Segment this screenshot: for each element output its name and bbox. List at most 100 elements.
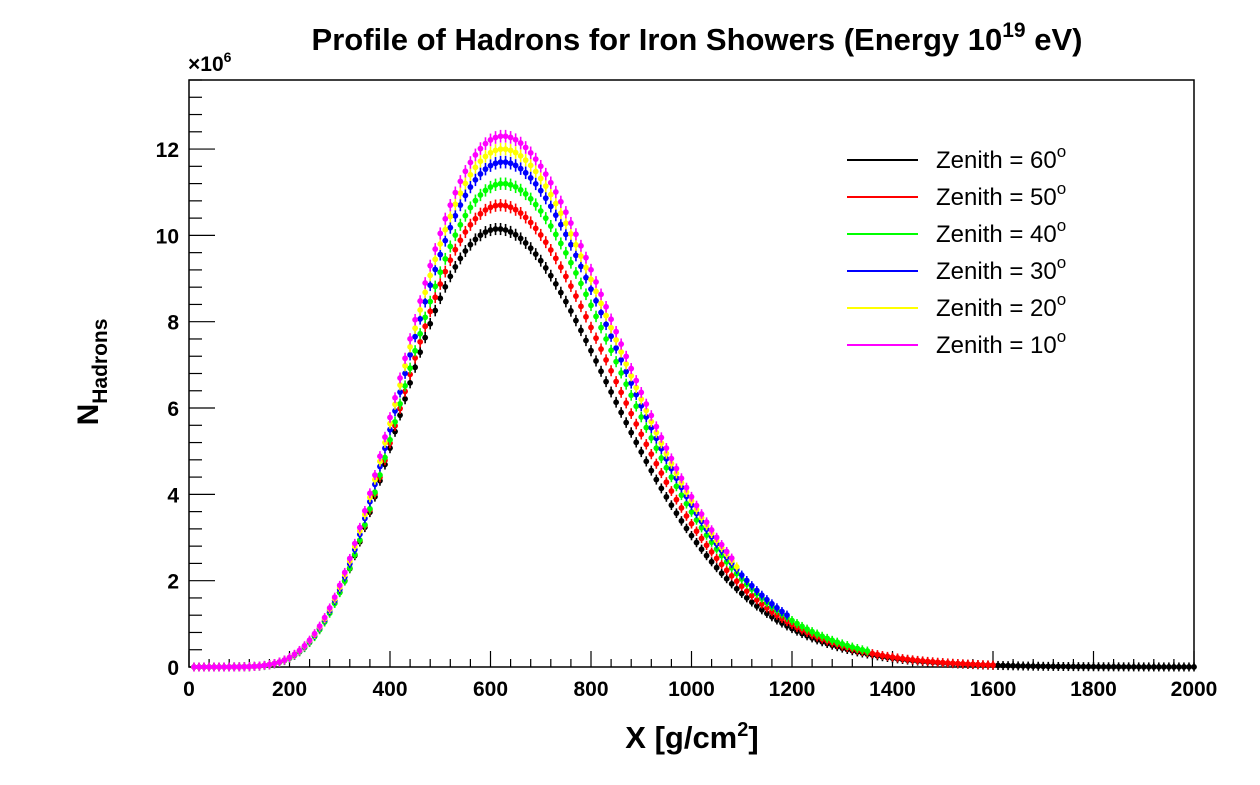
data-point [643,414,650,420]
data-point [432,283,439,290]
y-tick-label: 10 [156,225,179,248]
data-point [733,563,740,570]
data-point [623,419,630,426]
data-point [402,388,408,395]
data-point [859,646,866,653]
data-point [432,266,439,273]
data-point [633,403,640,410]
data-point [437,230,444,237]
data-point [678,518,685,524]
data-point [472,176,479,183]
data-point [618,389,625,396]
data-point [532,251,539,258]
legend-label: Zenith = 20o [936,290,1066,322]
data-point [326,605,333,611]
data-point [407,365,413,372]
y-axis: 0 2 4 6 8 10 12 [156,79,215,680]
data-point [638,389,645,396]
data-point [547,203,554,210]
data-point [789,617,795,624]
data-point [547,191,554,198]
data-point [497,133,504,140]
data-point [673,496,680,503]
data-point [427,320,434,327]
x-tick-label: 600 [473,678,508,701]
data-point [497,226,504,232]
data-point [437,241,444,247]
data-point [573,293,579,300]
data-point [593,358,599,364]
data-point [663,493,670,500]
data-point [1045,663,1052,670]
data-point [653,445,660,452]
data-point [201,664,207,670]
data-point [562,249,569,256]
data-point [547,247,554,253]
data-point [603,378,609,385]
data-point [693,502,700,509]
data-point [462,168,469,175]
data-point [1165,664,1172,670]
data-point [990,662,996,668]
data-point [668,455,675,462]
data-point [804,626,810,633]
data-point [462,212,469,219]
data-point [713,555,720,562]
data-point [1080,663,1087,670]
data-point [743,594,750,601]
data-point [196,664,202,670]
data-point [487,137,494,143]
data-point [603,303,609,310]
data-point [527,149,534,156]
data-point [598,368,604,375]
data-point [688,520,695,527]
data-point [829,637,836,644]
data-point [693,517,700,523]
data-point [236,664,243,670]
data-point [452,232,459,238]
data-point [437,269,444,276]
data-point [517,187,524,193]
data-point [442,268,449,275]
data-point [1005,662,1011,669]
data-point [678,492,685,499]
data-point [633,391,640,398]
data-point [924,658,931,665]
data-point [1160,664,1167,670]
data-point [583,337,589,344]
chart-title-main: Profile of Hadrons for Iron Showers (Ene… [312,22,1003,57]
data-point [779,615,785,622]
data-point [643,441,650,448]
data-point [949,660,956,667]
data-point [477,158,484,165]
data-point [487,162,494,169]
data-point [271,660,278,667]
data-point [934,659,941,666]
data-point [944,660,951,666]
x-tick-label: 400 [372,678,407,701]
data-point [628,365,635,372]
x-tick-label: 800 [573,678,608,701]
data-point [1030,663,1037,670]
data-point [497,146,504,153]
data-point [683,513,690,519]
data-point [1176,664,1182,670]
data-point [562,231,569,238]
data-point [397,382,403,388]
data-point [814,631,821,637]
data-point [593,288,599,295]
data-point [758,592,765,599]
data-point [628,429,635,436]
data-point [452,201,459,208]
data-point [412,325,419,332]
data-point [743,588,750,594]
data-point [1020,663,1027,669]
data-point [648,418,655,425]
data-point [929,658,936,665]
data-point [608,347,614,354]
data-point [382,439,388,446]
data-point [507,229,514,235]
y-axis-title-subscript: Hadrons [89,319,112,404]
data-point [568,259,574,266]
data-point [1120,663,1127,670]
